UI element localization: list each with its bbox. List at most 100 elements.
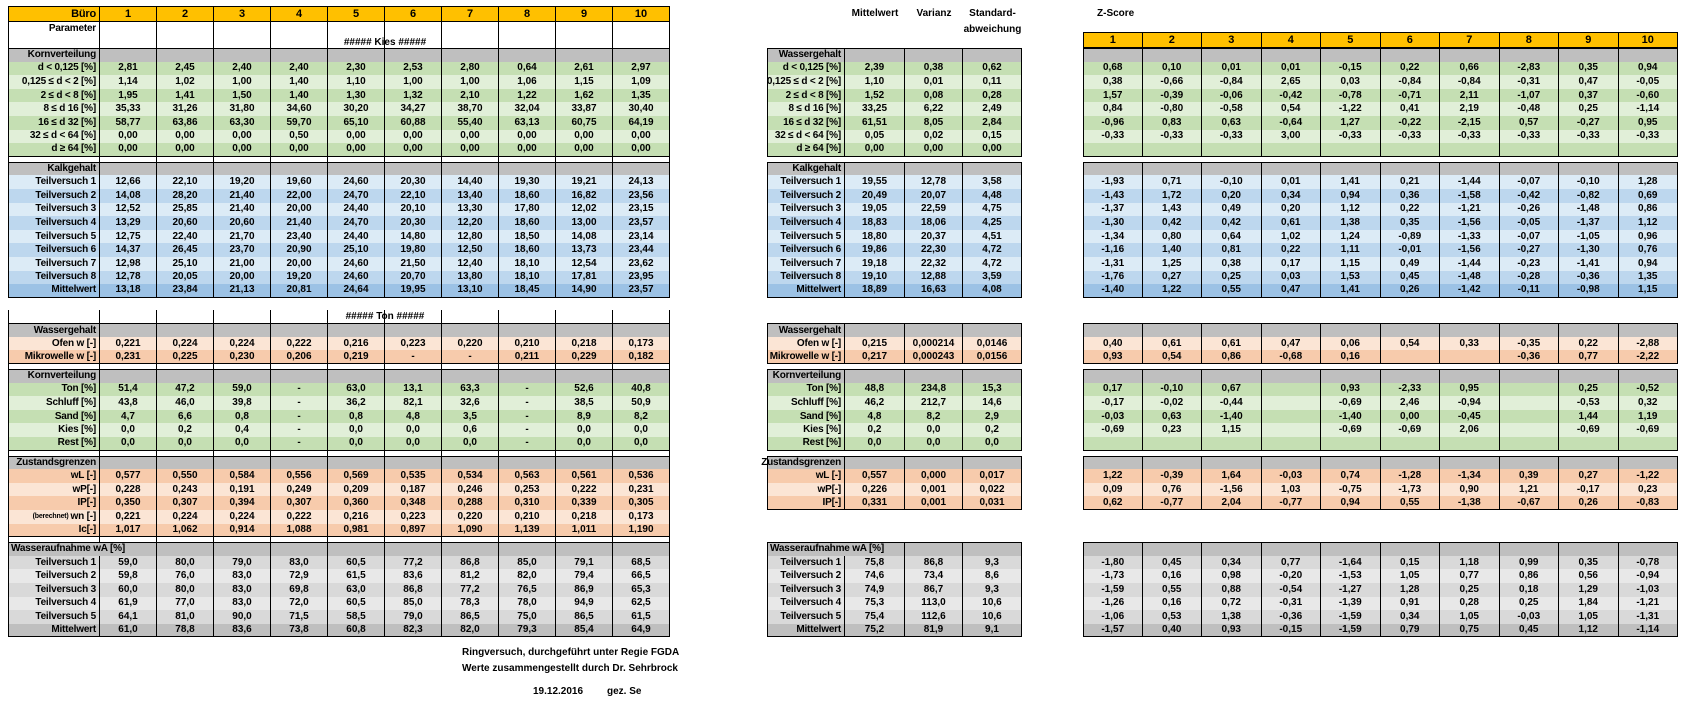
- empty-cell[interactable]: [328, 309, 385, 324]
- value-cell[interactable]: 31,26: [157, 102, 214, 116]
- value-cell[interactable]: -0,27: [1499, 243, 1559, 257]
- row-label[interactable]: Teilversuch 5: [767, 610, 845, 624]
- value-cell[interactable]: 1,40: [1142, 243, 1202, 257]
- value-cell[interactable]: 13,1: [385, 382, 442, 397]
- empty-cell[interactable]: [1440, 161, 1500, 176]
- value-cell[interactable]: -: [499, 423, 556, 438]
- value-cell[interactable]: 0,37: [1559, 88, 1619, 103]
- value-cell[interactable]: 20,81: [271, 284, 328, 298]
- value-cell[interactable]: -0,33: [1618, 129, 1678, 144]
- value-cell[interactable]: 23,57: [613, 216, 670, 230]
- value-cell[interactable]: 14,40: [442, 175, 499, 189]
- value-cell[interactable]: 0,222: [556, 482, 613, 497]
- value-cell[interactable]: [1440, 350, 1500, 365]
- value-cell[interactable]: 0,15: [1380, 555, 1440, 570]
- table-corner-header[interactable]: Büro: [8, 6, 100, 22]
- value-cell[interactable]: -1,73: [1380, 482, 1440, 497]
- value-cell[interactable]: 13,18: [100, 284, 157, 298]
- value-cell[interactable]: -1,21: [1618, 596, 1678, 611]
- value-cell[interactable]: 13,29: [100, 216, 157, 230]
- value-cell[interactable]: 15,3: [963, 382, 1022, 397]
- empty-cell[interactable]: [271, 369, 328, 383]
- row-label[interactable]: 16 ≤ d 32 [%]: [767, 115, 845, 130]
- value-cell[interactable]: -1,22: [1321, 102, 1381, 116]
- empty-cell[interactable]: [1380, 542, 1440, 556]
- empty-cell[interactable]: [1142, 323, 1202, 337]
- value-cell[interactable]: 1,15: [1202, 423, 1262, 438]
- section-label[interactable]: Zustandsgrenzen: [8, 455, 100, 470]
- value-cell[interactable]: 0,23: [1142, 423, 1202, 438]
- value-cell[interactable]: 0,00: [1380, 409, 1440, 424]
- value-cell[interactable]: 1,088: [271, 523, 328, 538]
- value-cell[interactable]: 0,230: [214, 350, 271, 365]
- value-cell[interactable]: 2,40: [214, 61, 271, 76]
- value-cell[interactable]: 0,53: [1142, 610, 1202, 624]
- column-header[interactable]: 10: [1618, 32, 1678, 48]
- value-cell[interactable]: [1321, 143, 1381, 157]
- empty-cell[interactable]: [845, 323, 905, 337]
- value-cell[interactable]: 2,61: [556, 61, 613, 76]
- value-cell[interactable]: 79,4: [556, 569, 613, 583]
- value-cell[interactable]: 0,305: [613, 496, 670, 510]
- value-cell[interactable]: 0,23: [1618, 482, 1678, 497]
- empty-cell[interactable]: [613, 161, 670, 176]
- value-cell[interactable]: 0,173: [613, 510, 670, 524]
- value-cell[interactable]: 1,84: [1559, 596, 1619, 611]
- value-cell[interactable]: 0,331: [845, 496, 905, 510]
- empty-cell[interactable]: [556, 323, 613, 337]
- value-cell[interactable]: -0,36: [1559, 270, 1619, 285]
- value-cell[interactable]: -1,33: [1440, 229, 1500, 244]
- value-cell[interactable]: 20,05: [157, 270, 214, 285]
- empty-cell[interactable]: [613, 455, 670, 470]
- value-cell[interactable]: 0,99: [1499, 555, 1559, 570]
- value-cell[interactable]: -1,31: [1618, 610, 1678, 624]
- value-cell[interactable]: 0,09: [1083, 482, 1143, 497]
- value-cell[interactable]: 0,017: [963, 469, 1022, 483]
- value-cell[interactable]: 0,55: [1142, 582, 1202, 597]
- value-cell[interactable]: 1,14: [100, 75, 157, 89]
- empty-cell[interactable]: [271, 455, 328, 470]
- row-label[interactable]: 2 ≤ d < 8 [%]: [767, 88, 845, 103]
- row-label[interactable]: wL [-]: [767, 469, 845, 483]
- row-label[interactable]: Teilversuch 2: [767, 188, 845, 203]
- value-cell[interactable]: 18,60: [499, 216, 556, 230]
- value-cell[interactable]: 1,41: [157, 88, 214, 103]
- value-cell[interactable]: 0,4: [214, 423, 271, 438]
- value-cell[interactable]: 63,13: [499, 115, 556, 130]
- empty-cell[interactable]: [328, 48, 385, 62]
- value-cell[interactable]: 1,72: [1142, 188, 1202, 203]
- value-cell[interactable]: -0,31: [1261, 596, 1321, 611]
- value-cell[interactable]: 0,229: [556, 350, 613, 365]
- value-cell[interactable]: 10,6: [963, 610, 1022, 624]
- value-cell[interactable]: -0,39: [1142, 88, 1202, 103]
- value-cell[interactable]: [1261, 423, 1321, 438]
- value-cell[interactable]: 75,8: [845, 555, 905, 570]
- empty-cell[interactable]: [1440, 369, 1500, 383]
- empty-cell[interactable]: [385, 309, 442, 324]
- value-cell[interactable]: 83,0: [214, 569, 271, 583]
- value-cell[interactable]: 0,00: [556, 143, 613, 157]
- value-cell[interactable]: 24,64: [328, 284, 385, 298]
- value-cell[interactable]: 1,12: [1321, 202, 1381, 217]
- value-cell[interactable]: 60,88: [385, 115, 442, 130]
- value-cell[interactable]: 21,40: [271, 216, 328, 230]
- empty-cell[interactable]: [1083, 48, 1143, 62]
- value-cell[interactable]: -0,22: [1380, 115, 1440, 130]
- value-cell[interactable]: -1,56: [1202, 482, 1262, 497]
- value-cell[interactable]: 17,80: [499, 202, 556, 217]
- value-cell[interactable]: 1,29: [1559, 582, 1619, 597]
- value-cell[interactable]: 18,83: [845, 216, 905, 230]
- value-cell[interactable]: 1,139: [499, 523, 556, 538]
- value-cell[interactable]: -0,39: [1142, 469, 1202, 483]
- empty-cell[interactable]: [214, 323, 271, 337]
- value-cell[interactable]: 0,33: [1440, 336, 1500, 351]
- value-cell[interactable]: 76,5: [499, 582, 556, 597]
- value-cell[interactable]: 9,3: [963, 582, 1022, 597]
- value-cell[interactable]: 212,7: [905, 396, 963, 410]
- value-cell[interactable]: 0,94: [1321, 188, 1381, 203]
- value-cell[interactable]: 0,00: [442, 129, 499, 144]
- value-cell[interactable]: 0,223: [385, 336, 442, 351]
- value-cell[interactable]: 16,82: [556, 188, 613, 203]
- value-cell[interactable]: 0,77: [1261, 555, 1321, 570]
- value-cell[interactable]: 1,32: [385, 88, 442, 103]
